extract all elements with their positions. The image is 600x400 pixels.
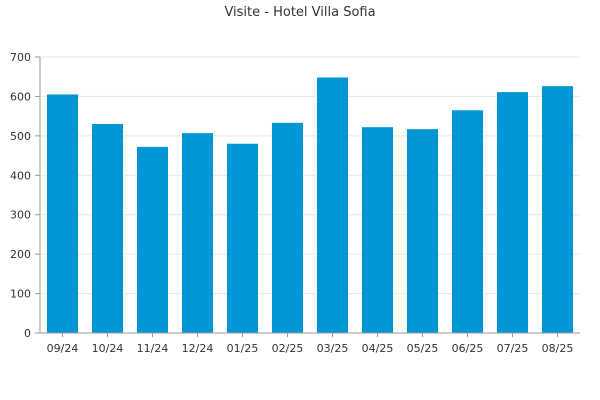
x-tick-label: 02/25 [272,342,304,355]
y-tick-label: 700 [10,51,31,64]
bar [451,110,484,333]
y-tick-label: 100 [10,288,31,301]
bars [46,77,574,334]
bar [136,146,169,333]
y-tick-label: 600 [10,90,31,103]
x-tick-label: 01/25 [227,342,259,355]
bar [406,129,439,333]
bar [226,143,259,333]
bar [496,92,529,333]
x-tick-label: 10/24 [92,342,124,355]
bar [46,94,79,333]
axes [35,56,580,337]
y-tick-label: 0 [24,327,31,340]
x-tick-label: 06/25 [452,342,484,355]
x-tick-label: 08/25 [542,342,574,355]
bar [271,122,304,334]
bar [91,124,124,334]
bar [541,86,574,333]
x-tick-label: 07/25 [497,342,529,355]
x-tick-label: 09/24 [47,342,79,355]
bar [316,77,349,333]
x-axis-tick-labels: 09/24 10/24 11/24 12/24 01/25 02/25 03/25 04/25… [47,342,574,355]
x-tick-label: 04/25 [362,342,394,355]
bar [181,133,214,333]
x-tick-label: 12/24 [182,342,214,355]
x-tick-label: 03/25 [317,342,349,355]
y-tick-label: 200 [10,248,31,261]
y-tick-label: 500 [10,130,31,143]
bar [361,127,394,333]
y-axis-tick-labels: 0 100 200 300 400 500 600 700 [10,51,31,340]
y-tick-label: 300 [10,209,31,222]
x-tick-label: 11/24 [137,342,169,355]
chart-title: Visite - Hotel Villa Sofia [224,5,375,20]
y-tick-label: 400 [10,169,31,182]
x-tick-label: 05/25 [407,342,439,355]
gridlines [40,56,580,334]
